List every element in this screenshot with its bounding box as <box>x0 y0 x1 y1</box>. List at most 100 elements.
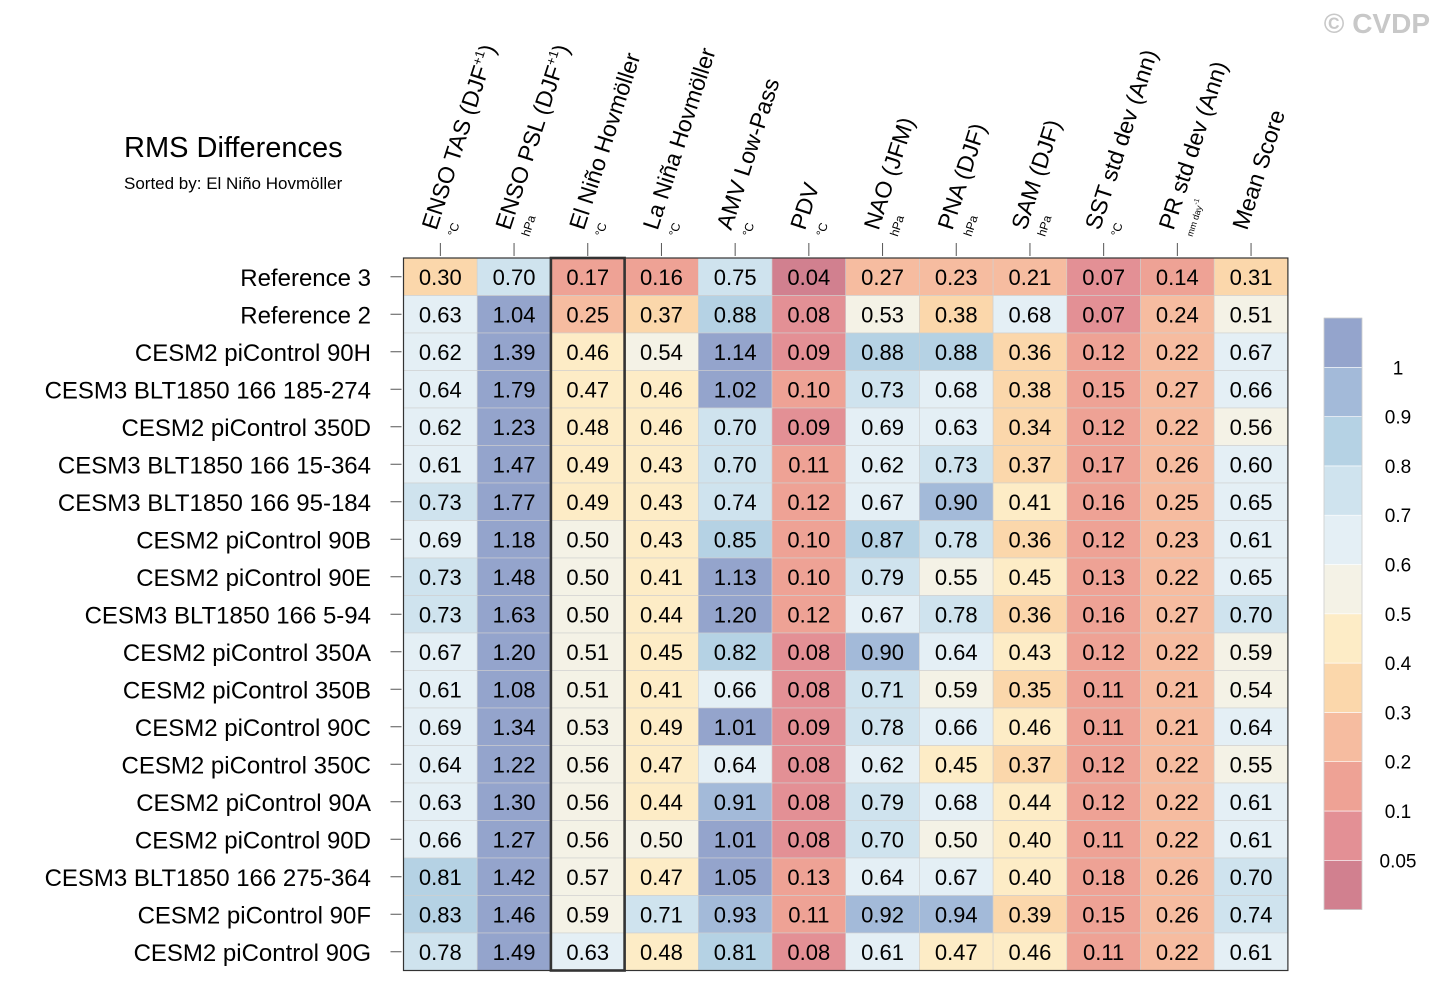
heatmap-cell <box>476 595 552 634</box>
cell-value: 0.34 <box>1009 415 1052 440</box>
cell-value: 0.43 <box>1009 640 1052 665</box>
heatmap-cell <box>476 370 552 409</box>
colorbar-box <box>1323 859 1363 910</box>
heatmap-cell <box>624 632 699 671</box>
cell-value: 0.61 <box>861 940 904 965</box>
cell-value: 0.90 <box>935 490 978 515</box>
cell-value: 0.51 <box>1230 302 1273 327</box>
heatmap-cell <box>845 407 920 446</box>
cell-value: 0.88 <box>861 340 904 365</box>
row-label: CESM3 BLT1850 166 185-274 <box>45 377 371 404</box>
heatmap-cell <box>403 257 478 296</box>
cell-value: 0.36 <box>1009 602 1052 627</box>
cell-value: 0.31 <box>1230 265 1273 290</box>
cell-value: 0.64 <box>714 752 757 777</box>
heatmap-cell <box>1066 295 1141 334</box>
column-unit-text: mm day <box>1185 204 1205 238</box>
cell-value: 0.62 <box>419 340 462 365</box>
cell-value: 0.13 <box>1082 565 1125 590</box>
heatmap-cell <box>697 557 773 596</box>
column-unit-text: °C <box>813 221 831 238</box>
heatmap-cell <box>1213 782 1289 821</box>
cell-value: 0.07 <box>1082 302 1125 327</box>
heatmap-cell <box>1213 520 1289 559</box>
cell-value: 0.08 <box>787 827 830 852</box>
cell-value: 0.08 <box>787 677 830 702</box>
column-name: SST std dev (Ann) <box>1080 46 1163 232</box>
cell-value: 0.46 <box>640 415 683 440</box>
heatmap-cell <box>1140 257 1215 296</box>
cell-value: 0.47 <box>935 940 978 965</box>
cell-value: 0.79 <box>861 790 904 815</box>
cell-value: 0.16 <box>1082 602 1125 627</box>
heatmap-cell <box>697 520 773 559</box>
heatmap-cell <box>1140 482 1215 521</box>
heatmap-cell <box>1066 445 1141 484</box>
column-name-text: PNA (DJF) <box>932 120 991 233</box>
heatmap-cell <box>1066 820 1141 859</box>
cell-value: 0.44 <box>640 790 683 815</box>
cell-value: 0.49 <box>566 490 609 515</box>
heatmap-cell <box>1066 407 1141 446</box>
heatmap-cell <box>624 445 699 484</box>
heatmap-cell <box>697 782 773 821</box>
cell-value: 0.47 <box>640 752 683 777</box>
column-unit: °C <box>666 221 684 238</box>
column-name: NAO (JFM) <box>859 114 920 233</box>
cell-value: 0.55 <box>935 565 978 590</box>
heatmap-cell <box>845 670 920 709</box>
cell-value: 0.67 <box>419 640 462 665</box>
row-label: CESM3 BLT1850 166 95-184 <box>58 490 371 517</box>
cell-value: 0.63 <box>419 302 462 327</box>
cell-value: 0.81 <box>419 865 462 890</box>
cell-value: 1.23 <box>493 415 536 440</box>
cell-value: 0.46 <box>566 340 609 365</box>
cell-value: 0.64 <box>419 377 462 402</box>
heatmap-cell <box>697 257 773 296</box>
heatmap-cell <box>1066 670 1141 709</box>
heatmap-cell <box>845 632 920 671</box>
cell-value: 1.30 <box>493 790 536 815</box>
heatmap-cell <box>771 670 846 709</box>
heatmap-cell <box>550 820 625 859</box>
column-unit: hPa <box>887 213 907 238</box>
heatmap-cell <box>697 370 773 409</box>
heatmap-cell <box>624 332 699 371</box>
cell-value: 0.12 <box>1082 340 1125 365</box>
colorbar-box <box>1323 712 1363 763</box>
cell-value: 0.22 <box>1156 752 1199 777</box>
cell-value: 0.83 <box>419 902 462 927</box>
colorbar-box <box>1323 810 1363 861</box>
cell-value: 0.22 <box>1156 565 1199 590</box>
cell-value: 0.59 <box>935 677 978 702</box>
cell-value: 0.23 <box>935 265 978 290</box>
row-label: CESM2 piControl 350A <box>123 640 371 667</box>
colorbar-box <box>1323 514 1363 565</box>
cell-value: 0.67 <box>861 602 904 627</box>
column-unit-text: hPa <box>887 213 907 238</box>
heatmap-cell <box>1213 407 1289 446</box>
heatmap-cell <box>1140 295 1215 334</box>
cell-value: 0.50 <box>566 565 609 590</box>
cell-value: 0.63 <box>935 415 978 440</box>
heatmap-cell <box>919 295 994 334</box>
heatmap-cell <box>624 745 699 784</box>
cell-value: 0.11 <box>1083 940 1124 965</box>
heatmap-cell <box>550 370 625 409</box>
cell-value: 1.48 <box>493 565 536 590</box>
heatmap-cell <box>403 482 478 521</box>
heatmap-cell <box>1140 595 1215 634</box>
column-name-text: ENSO TAS (DJF <box>416 62 493 232</box>
cell-value: 0.64 <box>1230 715 1273 740</box>
heatmap-cell <box>919 407 994 446</box>
cell-value: 1.05 <box>714 865 757 890</box>
cell-value: 1.01 <box>714 827 757 852</box>
column-unit-text: hPa <box>961 213 981 238</box>
cell-value: 0.51 <box>566 640 609 665</box>
heatmap-cell <box>919 482 994 521</box>
cell-value: 0.56 <box>1230 415 1273 440</box>
colorbar-label: 0.9 <box>1385 408 1411 429</box>
cell-value: 0.73 <box>419 565 462 590</box>
heatmap-cell <box>624 895 699 934</box>
heatmap-cell <box>1066 895 1141 934</box>
